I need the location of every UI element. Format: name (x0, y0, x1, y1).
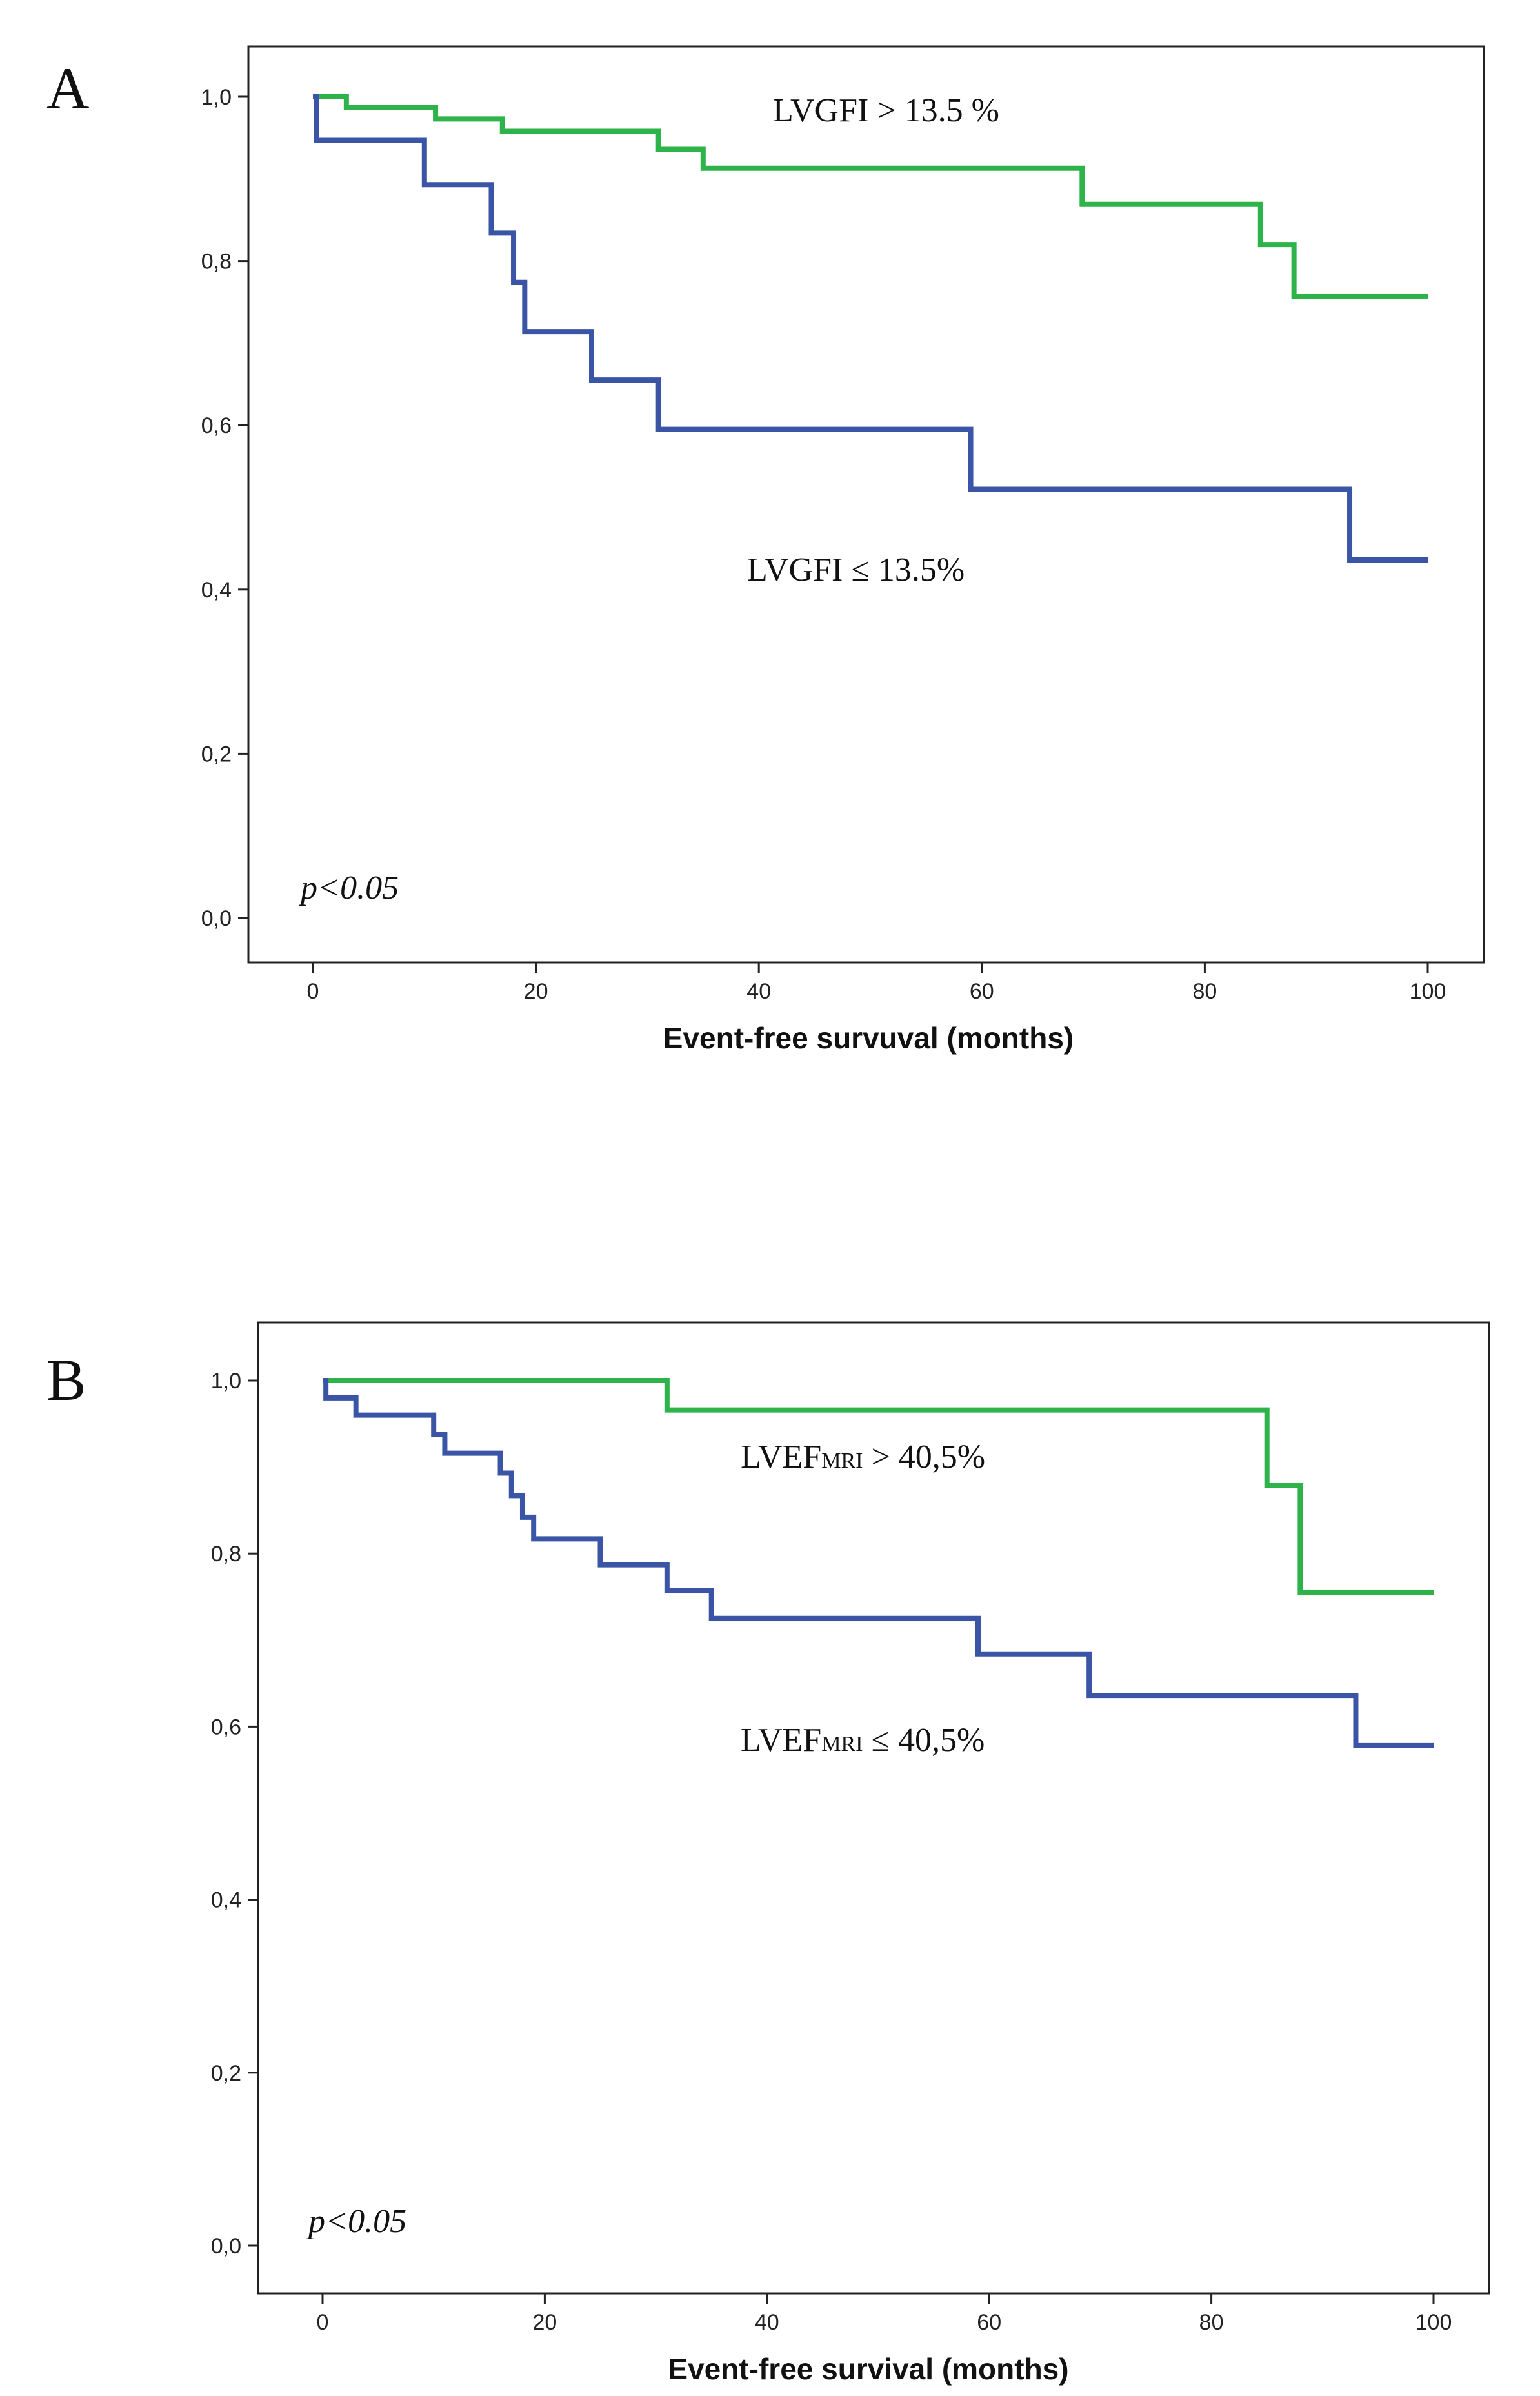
annotation-lvgfi-high: LVGFI > 13.5 % (773, 92, 999, 129)
y-tick-label: 0,6 (201, 414, 232, 438)
survival-curve-a-high (313, 94, 1428, 299)
p-value-b: p<0.05 (306, 2203, 406, 2240)
x-tick-label: 60 (977, 2310, 1001, 2335)
x-axis-title-a: Event-free survuval (months) (663, 1021, 1074, 1055)
x-tick-label: 0 (307, 979, 319, 1004)
y-tick-label: 0,0 (201, 906, 232, 931)
annotation-lvef-low-main: LVEF (741, 1722, 821, 1759)
x-tick-label: 60 (970, 979, 994, 1004)
annotation-lvgfi-low: LVGFI ≤ 13.5% (747, 552, 965, 588)
annotation-lvef-high-rest: > 40,5% (863, 1439, 985, 1475)
annotation-lvef-high: LVEFMRI > 40,5% (741, 1439, 985, 1475)
panel-label-b: B (46, 1347, 86, 1413)
panel-label-a: A (46, 55, 89, 121)
y-tick-label: 0,4 (211, 1888, 241, 1913)
x-tick-label: 40 (746, 979, 771, 1004)
y-tick-label: 0,2 (201, 742, 232, 766)
p-value-a: p<0.05 (298, 870, 399, 906)
y-tick-label: 0,0 (211, 2234, 241, 2259)
y-tick-label: 1,0 (201, 85, 232, 110)
x-tick-label: 20 (532, 2310, 557, 2335)
y-tick-label: 0,4 (201, 578, 232, 603)
y-tick-label: 0,8 (201, 250, 232, 274)
annotation-lvef-low: LVEFMRI ≤ 40,5% (741, 1722, 985, 1759)
y-axis-b: 0,0 0,2 0,4 0,6 0,8 1,0 (211, 1369, 258, 2259)
series-group-b (323, 1378, 1434, 1748)
x-axis-title-b: Event-free survival (months) (668, 2352, 1068, 2386)
annotation-lvef-low-rest: ≤ 40,5% (863, 1722, 985, 1759)
plot-frame-a (247, 45, 1485, 964)
survival-curve-b-low (323, 1378, 1434, 1748)
x-tick-label: 20 (524, 979, 548, 1004)
panel-b: B 0,00,20,40,60,81,0 0 20 40 60 80 100 LVEFMR… (46, 1321, 1490, 2386)
x-tick-label: 100 (1410, 979, 1446, 1004)
y-tick-label: 0,6 (211, 1715, 241, 1739)
y-tick-label: 0,8 (211, 1542, 241, 1566)
x-axis-b: 0 20 40 60 80 100 (317, 2293, 1452, 2335)
y-tick-label: 1,0 (211, 1369, 241, 1393)
annotation-lvef-high-main: LVEF (741, 1439, 821, 1475)
survival-curve-a-low (313, 94, 1428, 563)
x-tick-label: 100 (1415, 2310, 1452, 2335)
panel-a: A 0,0 0,2 0,4 0,6 0,8 1,0 0 20 40 60 80 100 LVGFI … (46, 45, 1485, 1055)
x-tick-label: 0 (317, 2310, 329, 2335)
x-tick-label: 80 (1199, 2310, 1224, 2335)
y-tick-label: 0,2 (211, 2061, 241, 2086)
x-tick-label: 40 (755, 2310, 779, 2335)
x-tick-label: 80 (1192, 979, 1217, 1004)
y-axis-a: 0,0 0,2 0,4 0,6 0,8 1,0 (201, 85, 248, 931)
x-axis-a: 0 20 40 60 80 100 (307, 963, 1446, 1004)
series-group-a (313, 94, 1428, 563)
annotation-lvef-low-sub: MRI (821, 1732, 863, 1756)
annotation-lvef-high-sub: MRI (821, 1449, 863, 1473)
survival-curve-b-high (323, 1378, 1434, 1595)
